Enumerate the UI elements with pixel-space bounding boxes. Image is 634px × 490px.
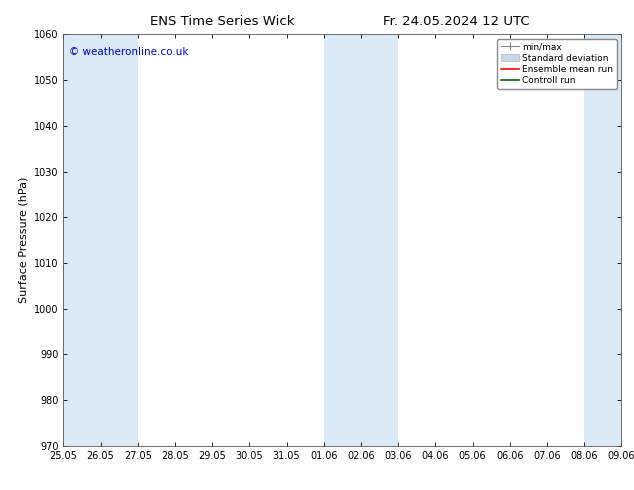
Legend: min/max, Standard deviation, Ensemble mean run, Controll run: min/max, Standard deviation, Ensemble me… (497, 39, 617, 89)
Bar (584, 34, 621, 446)
Text: ENS Time Series Wick: ENS Time Series Wick (150, 15, 294, 28)
Text: © weatheronline.co.uk: © weatheronline.co.uk (69, 47, 188, 57)
Bar (361, 34, 398, 446)
Bar (101, 34, 138, 446)
Text: Fr. 24.05.2024 12 UTC: Fr. 24.05.2024 12 UTC (383, 15, 530, 28)
Bar (324, 34, 361, 446)
Y-axis label: Surface Pressure (hPa): Surface Pressure (hPa) (18, 177, 29, 303)
Bar (63, 34, 101, 446)
